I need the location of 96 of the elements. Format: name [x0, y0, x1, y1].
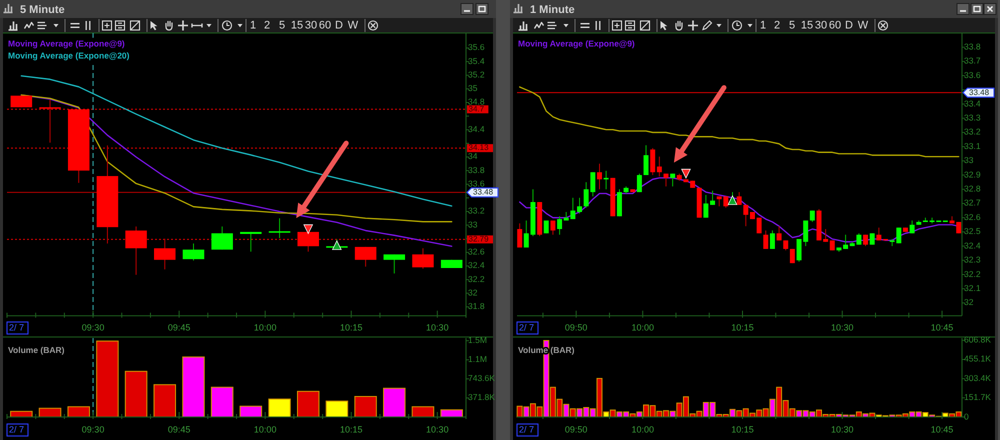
x-tick-label: 10:30: [831, 322, 854, 332]
text: 2: [774, 19, 780, 32]
text: 5: [278, 19, 286, 32]
y-tick-label: 32.2: [468, 274, 485, 284]
text: Moving Average (Expone@9): [518, 38, 635, 49]
y-tick-label: 32.5: [964, 226, 981, 236]
text: 60: [828, 19, 842, 32]
y-tick-label: 33.7: [964, 56, 981, 66]
y-tick-label: 33.6: [468, 178, 485, 188]
ref-line-label: 34.13: [468, 143, 490, 152]
y-tick-label: 32.6: [964, 212, 981, 222]
text: 2/ 7: [9, 424, 24, 434]
y-tick-label: 32.7: [964, 198, 981, 208]
y-tick-label: 34: [468, 151, 478, 162]
text: W: [348, 19, 359, 32]
y-tick-label: 371.8K: [468, 392, 496, 402]
y-tick-label: 33.8: [468, 164, 485, 175]
x-tick-label: 09:45: [168, 424, 190, 434]
y-tick-label: 34.4: [468, 124, 485, 134]
x-tick-label: 09:45: [168, 322, 190, 332]
text: 30: [814, 19, 828, 32]
x-tick-label: 09:30: [82, 424, 104, 434]
text: 15: [290, 19, 304, 32]
y-tick-label: 33.8: [964, 41, 981, 52]
y-tick-label: 33.2: [964, 126, 981, 137]
y-tick-label: 303.4K: [964, 372, 992, 383]
text: W: [858, 19, 869, 32]
annotation: ▼: [682, 168, 690, 180]
chart-title: 5 Minute: [20, 4, 65, 16]
y-tick-label: 32.9: [964, 169, 981, 180]
y-tick-label: 743.6K: [468, 373, 496, 384]
y-tick-label: 31.8: [468, 301, 485, 312]
y-tick-label: 32.2: [964, 268, 981, 279]
text: Volume (BAR): [8, 344, 65, 355]
y-tick-label: 1.1M: [468, 354, 487, 364]
y-tick-label: 35: [468, 83, 478, 94]
y-tick-label: 33.4: [964, 98, 981, 108]
x-tick-label: 10:15: [731, 322, 754, 332]
y-tick-label: 33.1: [964, 140, 981, 151]
y-tick-label: 0: [964, 411, 969, 422]
x-tick-label: 10:30: [426, 322, 449, 332]
text: 2/ 7: [519, 322, 534, 332]
ref-line-label: 33.48: [969, 88, 990, 97]
x-tick-label: 10:00: [254, 424, 276, 434]
x-tick-label: 10:15: [340, 322, 363, 332]
text: 5: [788, 19, 796, 32]
text: 15: [800, 19, 814, 32]
text: 30: [304, 19, 318, 32]
y-tick-label: 35.6: [468, 42, 485, 52]
y-tick-label: 35.2: [468, 69, 485, 80]
text: 2/ 7: [519, 424, 534, 434]
text: 2: [264, 19, 270, 32]
x-tick-label: 10:00: [254, 322, 276, 332]
y-tick-label: 32.1: [964, 282, 981, 293]
ref-line-label: 33.48: [473, 188, 494, 197]
y-tick-label: 33: [964, 155, 974, 166]
y-tick-label: 33.6: [964, 70, 981, 80]
y-tick-label: 151.7K: [964, 392, 992, 402]
y-tick-label: 32.8: [964, 184, 981, 194]
annotation: ▼: [304, 224, 312, 235]
y-tick-label: 455.1K: [964, 354, 992, 364]
x-tick-label: 10:30: [426, 424, 449, 434]
y-tick-label: 1.5M: [468, 334, 487, 345]
x-tick-label: 10:00: [631, 322, 654, 332]
x-tick-label: 10:15: [340, 424, 363, 434]
text: 1: [760, 19, 766, 32]
y-tick-label: 32.6: [468, 246, 485, 257]
x-tick-label: 09:30: [82, 322, 104, 332]
text: 60: [318, 19, 332, 32]
text: Moving Average (Expone@9): [8, 38, 125, 49]
y-tick-label: 32.3: [964, 254, 981, 265]
y-tick-label: 32.4: [468, 260, 485, 270]
text: 2/ 7: [9, 322, 24, 332]
y-tick-label: 32.4: [964, 240, 981, 250]
chart-title: 1 Minute: [530, 4, 575, 16]
y-tick-label: 34.8: [468, 96, 485, 107]
text: D: [335, 19, 344, 32]
x-tick-label: 10:15: [731, 424, 754, 434]
y-tick-label: 35.4: [468, 56, 485, 66]
y-tick-label: 32: [964, 297, 974, 308]
y-tick-label: 32: [468, 287, 478, 298]
text: Moving Average (Expone@20): [8, 50, 130, 60]
text: 1: [250, 19, 256, 32]
ref-line-label: 34.7: [468, 104, 485, 114]
x-tick-label: 09:50: [564, 424, 588, 434]
x-tick-label: 10:45: [930, 322, 954, 332]
x-tick-label: 10:00: [631, 424, 654, 434]
ref-line-label: 32.79: [468, 234, 490, 244]
text: D: [845, 19, 854, 32]
y-tick-label: 33: [468, 219, 478, 230]
y-tick-label: 33.2: [468, 206, 485, 216]
x-tick-label: 10:45: [930, 424, 954, 434]
y-tick-label: 606.8K: [964, 334, 992, 345]
x-tick-label: 10:30: [831, 424, 854, 434]
x-tick-label: 09:50: [564, 322, 588, 332]
y-tick-label: 33.3: [964, 112, 981, 122]
